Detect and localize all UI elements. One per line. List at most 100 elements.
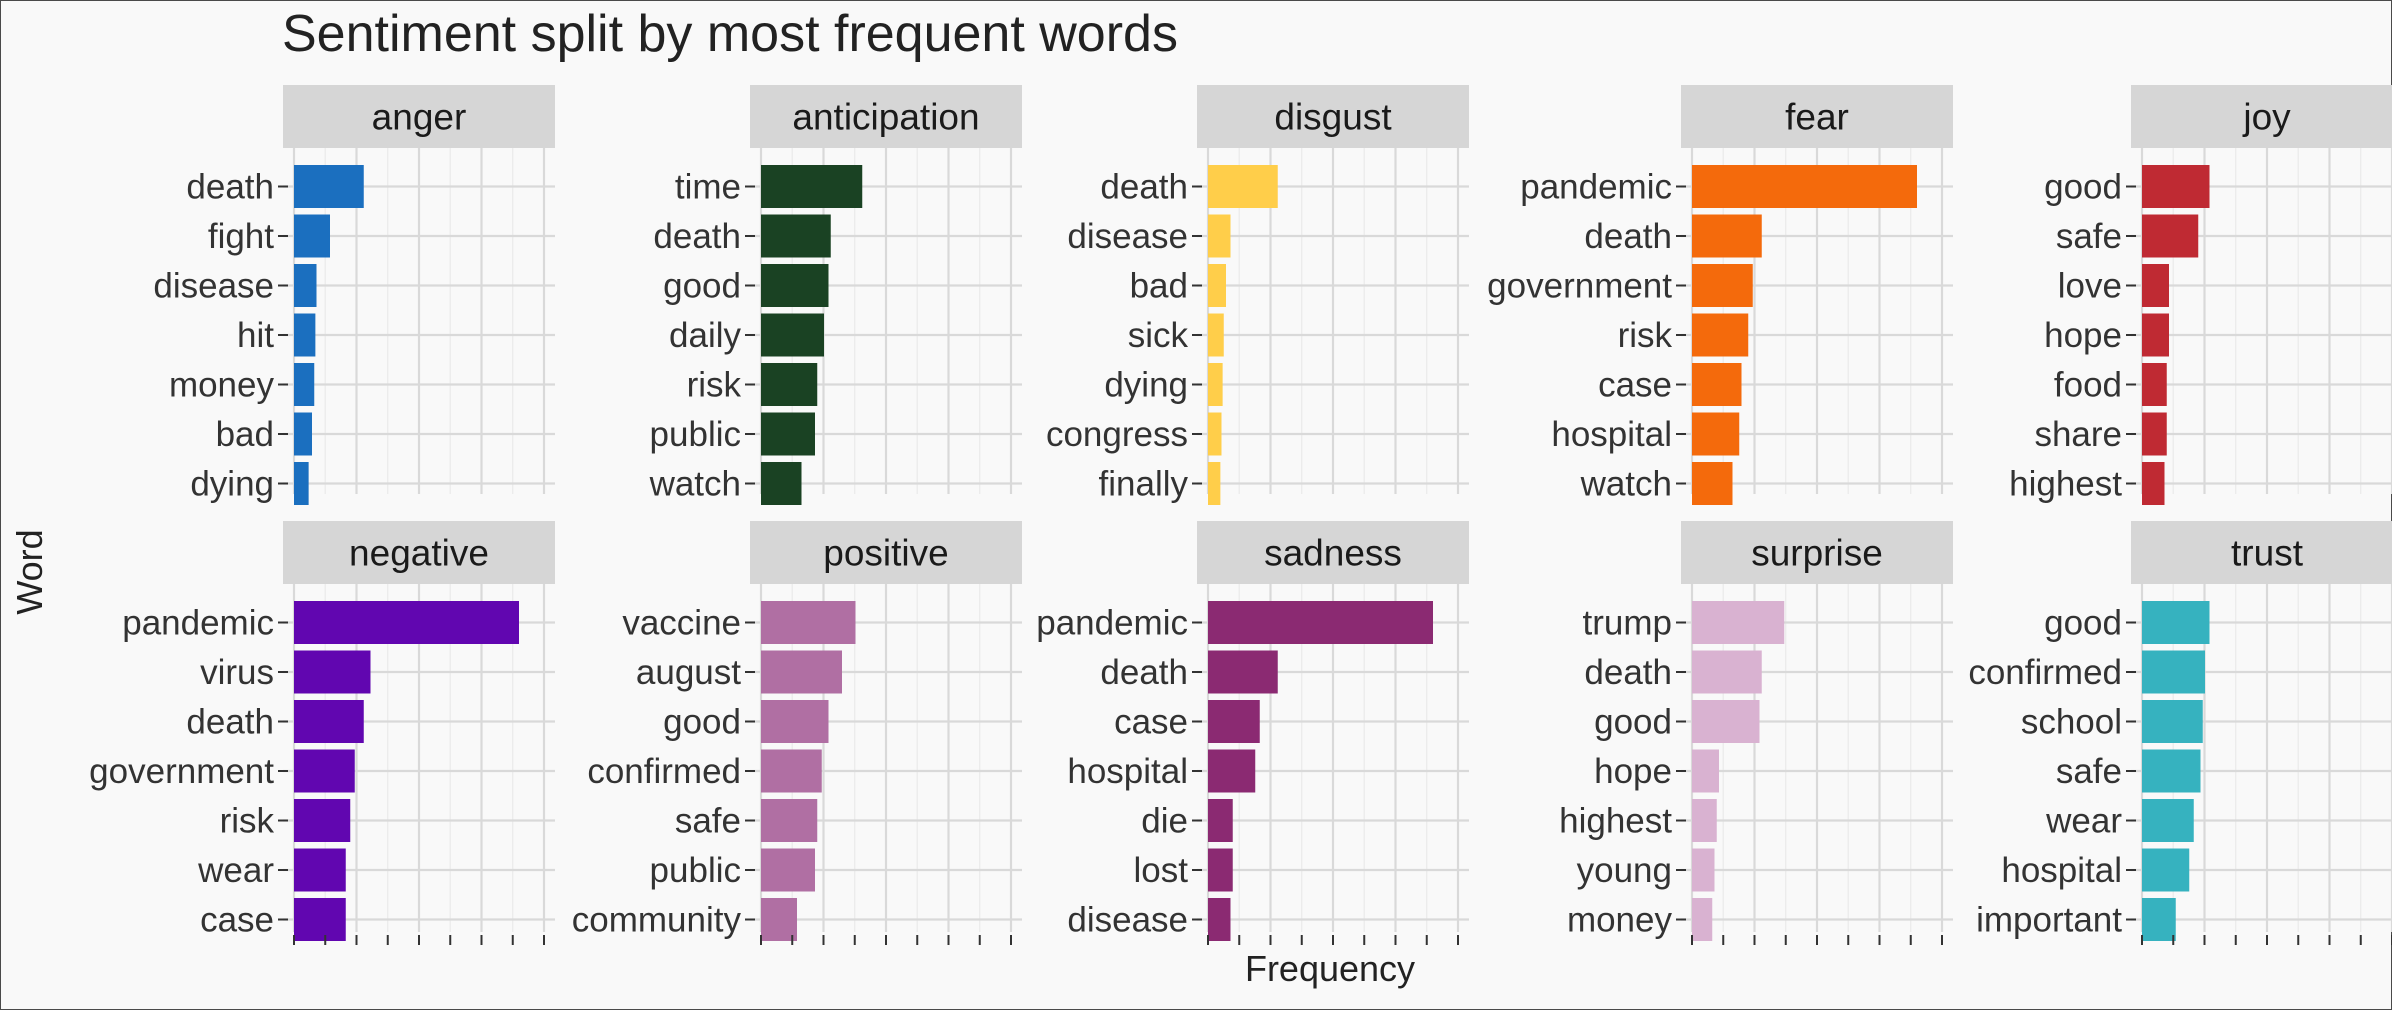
facet-panel-sadness: sadness pandemic death case hospital die lost d… [1036, 521, 1469, 945]
bar-fear-pandemic [1692, 165, 1917, 208]
bar-surprise-hope [1692, 749, 1719, 793]
bar-disgust-dying [1208, 363, 1223, 406]
bar-sadness-death [1208, 650, 1278, 694]
y-tick-label: time [675, 168, 741, 207]
facet-panel-positive: positive vaccine august good confirmed safe pu… [572, 521, 1022, 945]
facet-strip [750, 85, 1022, 148]
bar-negative-government [294, 749, 355, 793]
chart-title: Sentiment split by most frequent words [282, 5, 1178, 63]
bar-negative-death [294, 700, 364, 743]
y-tick-label: good [2044, 604, 2122, 643]
bar-anger-dying [294, 462, 309, 505]
bar-anticipation-risk [761, 363, 818, 406]
y-tick-label: death [1100, 653, 1188, 692]
bar-joy-hope [2142, 313, 2169, 357]
bar-trust-hospital [2142, 848, 2190, 892]
y-tick-label: wear [2045, 802, 2122, 841]
bar-anticipation-time [761, 165, 863, 208]
bar-disgust-bad [1208, 264, 1226, 307]
y-tick-label: risk [220, 802, 275, 841]
y-tick-label: fight [208, 217, 274, 256]
bar-anticipation-daily [761, 313, 824, 357]
y-tick-label: risk [687, 366, 742, 405]
facet-strip-label: positive [823, 533, 948, 574]
y-tick-label: public [650, 415, 741, 454]
y-tick-label: love [2058, 267, 2122, 306]
y-tick-label: finally [1099, 465, 1189, 504]
y-tick-label: case [1114, 703, 1188, 742]
bar-negative-risk [294, 799, 351, 842]
y-tick-label: bad [1130, 267, 1188, 306]
y-tick-label: pandemic [1520, 168, 1672, 207]
y-tick-label: hospital [2001, 851, 2122, 890]
facet-strip-label: surprise [1751, 533, 1883, 574]
facet-strip [1681, 521, 1953, 584]
facet-strip [1197, 521, 1469, 584]
bar-trust-good [2142, 601, 2210, 644]
y-tick-label: government [89, 752, 274, 791]
bar-trust-wear [2142, 799, 2194, 842]
bar-joy-good [2142, 165, 2210, 208]
facet-strip [283, 85, 555, 148]
bar-surprise-death [1692, 650, 1762, 694]
bar-trust-important [2142, 898, 2176, 941]
bar-trust-confirmed [2142, 650, 2205, 694]
bar-anger-money [294, 363, 315, 406]
facet-panel-surprise: surprise trump death good hope highest young mo… [1559, 521, 1953, 945]
x-axis-title: Frequency [1244, 948, 1416, 989]
bar-negative-virus [294, 650, 371, 694]
facet-strip [2131, 521, 2392, 584]
bar-positive-august [761, 650, 842, 694]
bar-positive-community [761, 898, 797, 941]
bar-positive-public [761, 848, 815, 892]
bar-disgust-finally [1208, 462, 1221, 505]
y-tick-label: hope [1594, 752, 1672, 791]
bar-sadness-die [1208, 799, 1233, 842]
bar-sadness-disease [1208, 898, 1231, 941]
facet-strip-label: fear [1785, 97, 1849, 138]
y-tick-label: death [1584, 217, 1672, 256]
y-tick-label: wear [197, 851, 274, 890]
bar-disgust-disease [1208, 214, 1231, 258]
y-tick-label: safe [675, 802, 741, 841]
y-tick-label: sick [1128, 316, 1189, 355]
y-tick-label: confirmed [1968, 653, 2122, 692]
bar-anger-bad [294, 412, 312, 456]
facet-strip [1681, 85, 1953, 148]
y-tick-label: hospital [1551, 415, 1672, 454]
y-tick-label: vaccine [622, 604, 741, 643]
y-tick-label: death [186, 168, 274, 207]
y-tick-label: hit [237, 316, 274, 355]
y-tick-label: congress [1046, 415, 1188, 454]
bar-positive-safe [761, 799, 818, 842]
y-tick-label: school [2021, 703, 2122, 742]
bar-joy-safe [2142, 214, 2199, 258]
y-tick-label: good [2044, 168, 2122, 207]
y-tick-label: highest [1559, 802, 1672, 841]
y-tick-label: dying [190, 465, 274, 504]
facet-panel-fear: fear pandemic death government risk case hospi… [1487, 85, 1953, 505]
facet-panel-disgust: disgust death disease bad sick dying congress f… [1046, 85, 1469, 505]
bar-fear-case [1692, 363, 1742, 406]
y-tick-label: lost [1134, 851, 1189, 890]
y-tick-label: daily [669, 316, 741, 355]
y-tick-label: money [1567, 901, 1673, 940]
y-tick-label: hope [2044, 316, 2122, 355]
bar-negative-pandemic [294, 601, 519, 644]
facet-strip-label: sadness [1264, 533, 1402, 574]
facet-strip-label: joy [2242, 97, 2291, 138]
facet-panel-trust: trust good confirmed school safe wear hospital… [1968, 521, 2392, 945]
facet-strip [750, 521, 1022, 584]
bar-surprise-trump [1692, 601, 1785, 644]
y-tick-label: pandemic [122, 604, 274, 643]
bar-fear-watch [1692, 462, 1733, 505]
bar-disgust-sick [1208, 313, 1224, 357]
y-tick-label: community [572, 901, 742, 940]
bar-positive-good [761, 700, 829, 743]
facet-strip [2131, 85, 2392, 148]
bar-joy-food [2142, 363, 2167, 406]
y-tick-label: death [1584, 653, 1672, 692]
y-tick-label: virus [200, 653, 274, 692]
y-tick-label: death [186, 703, 274, 742]
y-tick-label: disease [1067, 901, 1188, 940]
